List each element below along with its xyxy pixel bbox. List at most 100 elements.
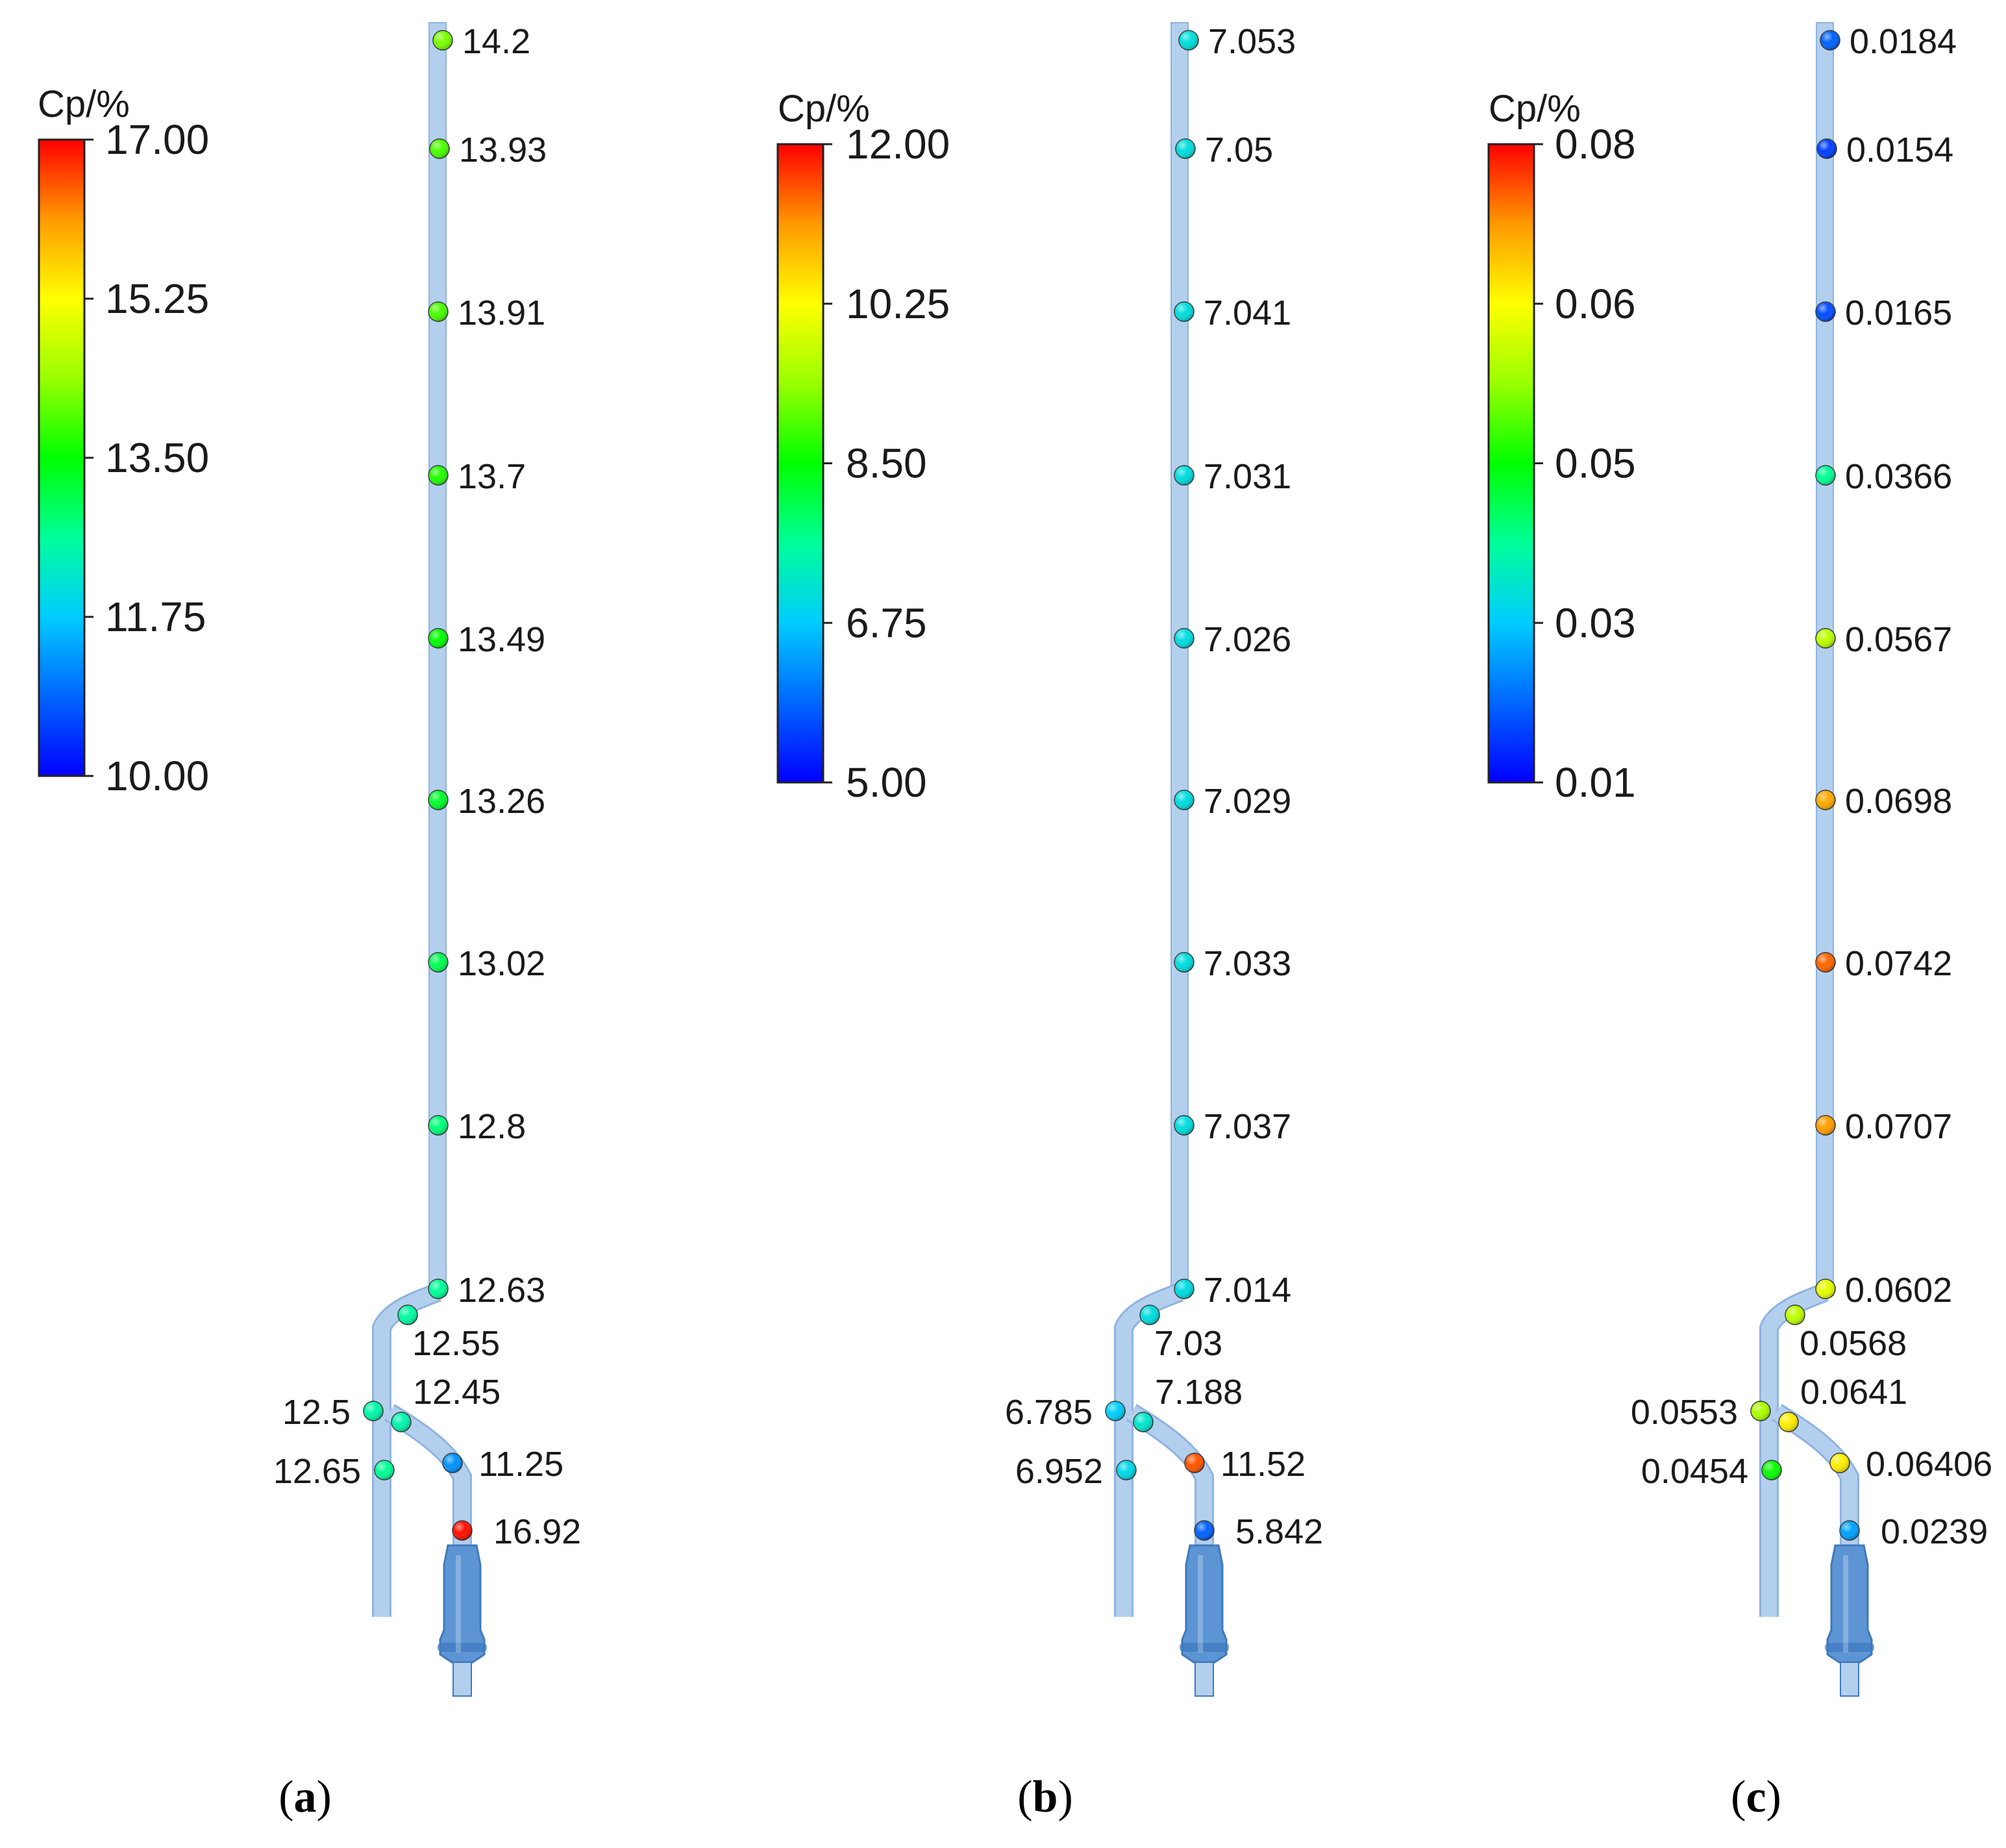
probe-value-label: 0.0742 [1845, 944, 1952, 983]
colorbar-tick-label: 10.00 [105, 753, 209, 799]
probe-point [1174, 628, 1195, 649]
panel-c: Cp/%0.08 0.06 0.05 0.03 0.01 0.0184 0.0154 0.01… [1487, 22, 1992, 1822]
probe-value-label: 7.014 [1204, 1271, 1291, 1310]
colorbar-gradient [38, 138, 86, 777]
colorbar: Cp/%12.00 10.25 8.50 6.75 5.00 [776, 88, 950, 806]
probe-value-label: 13.26 [458, 782, 545, 821]
probe-point [1829, 1453, 1850, 1473]
probe-point [1820, 30, 1840, 51]
probe-value-label: 7.041 [1204, 293, 1291, 332]
colorbar-gradient [1487, 143, 1535, 784]
probe-point [1105, 1401, 1126, 1421]
probe-value-label: 0.0707 [1845, 1107, 1952, 1146]
colorbar-tick-label: 5.00 [846, 759, 927, 806]
probe-value-label: 0.0567 [1845, 620, 1952, 659]
pipe-network [1114, 22, 1229, 1697]
probe-point [1174, 1279, 1195, 1299]
colorbar-tick-label: 15.25 [105, 275, 209, 322]
probe-value-label: 11.25 [478, 1445, 563, 1484]
probe-point [1174, 465, 1195, 486]
probe-point [1178, 30, 1199, 51]
colorbar-tick-label: 0.06 [1555, 281, 1636, 327]
probe-value-label: 11.52 [1220, 1445, 1306, 1484]
probe-value-label: 7.05 [1205, 131, 1273, 169]
probe-point [1175, 138, 1196, 159]
probe-value-label: 0.0641 [1800, 1373, 1907, 1412]
probe-value-label: 7.03 [1154, 1324, 1222, 1363]
probe-point [428, 628, 449, 649]
panel-b: Cp/%12.00 10.25 8.50 6.75 5.00 7.053 7.05 7.041… [776, 22, 1323, 1822]
probe-point [1839, 1520, 1860, 1541]
pipe-network [372, 22, 487, 1697]
probe-value-label: 7.053 [1208, 22, 1296, 61]
probe-value-label: 12.55 [412, 1324, 500, 1363]
probe-value-label: 7.037 [1204, 1107, 1291, 1146]
colorbar-tick-label: 0.03 [1555, 599, 1636, 646]
probe-point [1815, 1115, 1836, 1136]
colorbar-tick-label: 0.01 [1555, 759, 1636, 806]
probe-value-label: 12.63 [458, 1271, 545, 1310]
probe-value-label: 12.8 [458, 1107, 526, 1146]
probe-value-label: 12.45 [413, 1373, 501, 1412]
probe-point [1116, 1460, 1137, 1480]
probe-value-label: 13.93 [459, 131, 547, 169]
probe-value-label: 13.49 [458, 620, 545, 659]
probe-point [442, 1453, 463, 1473]
probe-point [428, 1279, 449, 1299]
probe-value-label: 6.785 [1005, 1393, 1093, 1432]
probe-point [428, 790, 449, 810]
probe-value-label: 14.2 [462, 22, 530, 61]
probe-value-label: 0.0602 [1845, 1271, 1952, 1310]
probe-point [452, 1520, 473, 1541]
probe-value-label: 0.06406 [1866, 1445, 1992, 1484]
probe-point [1785, 1305, 1805, 1325]
probe-value-label: 7.031 [1204, 457, 1291, 496]
probe-point [1815, 952, 1836, 973]
probe-value-label: 13.91 [458, 293, 545, 332]
probe-point [1174, 1115, 1195, 1136]
probe-point [1174, 952, 1195, 973]
probe-point [1815, 465, 1836, 486]
probe-value-label: 5.842 [1235, 1512, 1323, 1551]
pipe-network [1759, 22, 1874, 1697]
panel-caption: (b) [1017, 1772, 1073, 1822]
colorbar-tick-label: 8.50 [846, 440, 927, 487]
colorbar-tick-label: 6.75 [846, 599, 927, 646]
probe-value-label: 7.029 [1204, 782, 1291, 821]
probe-point [428, 952, 449, 973]
probe-point [1750, 1401, 1771, 1421]
colorbar-tick-label: 12.00 [846, 121, 950, 168]
probe-value-label: 16.92 [493, 1512, 581, 1551]
probe-value-label: 13.7 [458, 457, 526, 496]
probe-value-label: 0.0165 [1845, 293, 1952, 332]
probe-value-label: 0.0366 [1845, 457, 1952, 496]
probe-value-label: 12.5 [282, 1393, 351, 1432]
colorbar-tick-label: 0.08 [1555, 121, 1636, 168]
probe-point [428, 1115, 449, 1136]
probe-point [1815, 301, 1836, 322]
panel-caption: (a) [279, 1772, 332, 1822]
probe-value-label: 7.188 [1155, 1373, 1243, 1412]
probe-point [1815, 1279, 1836, 1299]
probe-value-label: 13.02 [458, 944, 545, 983]
probe-value-label: 0.0698 [1845, 782, 1952, 821]
probe-point [432, 30, 453, 51]
colorbar-tick-label: 0.05 [1555, 440, 1636, 487]
probe-point [397, 1305, 418, 1325]
probe-value-label: 0.0239 [1881, 1512, 1988, 1551]
colorbar-title: Cp/% [778, 88, 870, 130]
probe-point [1174, 790, 1195, 810]
probe-point [1184, 1453, 1205, 1473]
probe-point [1194, 1520, 1215, 1541]
probe-value-label: 0.0568 [1800, 1324, 1907, 1363]
probe-point [1761, 1460, 1782, 1480]
probe-value-label: 0.0454 [1641, 1452, 1748, 1491]
probe-point [1778, 1412, 1799, 1432]
probe-value-label: 7.026 [1204, 620, 1291, 659]
probe-value-label: 12.65 [273, 1452, 361, 1491]
probe-value-label: 6.952 [1015, 1452, 1103, 1491]
panel-caption: (c) [1731, 1772, 1781, 1822]
colorbar: Cp/%0.08 0.06 0.05 0.03 0.01 [1487, 88, 1636, 806]
